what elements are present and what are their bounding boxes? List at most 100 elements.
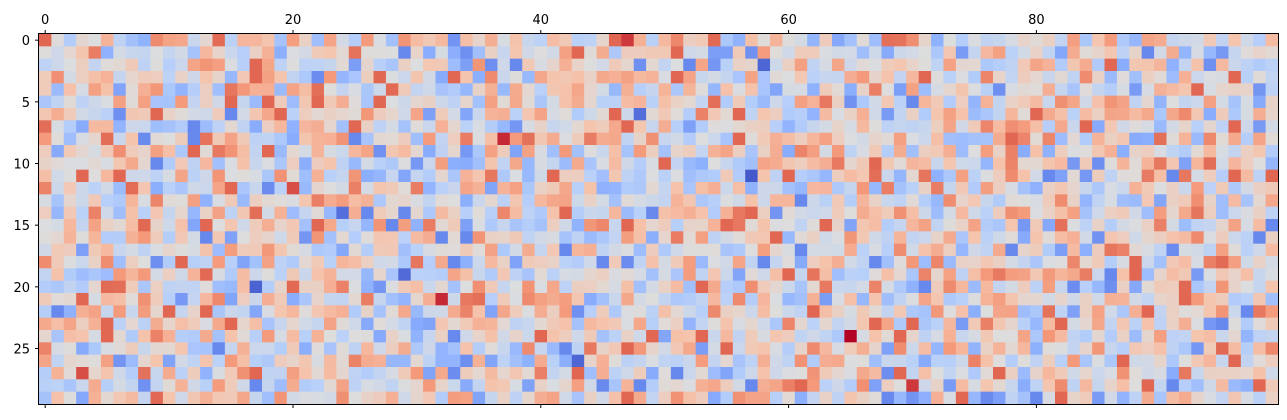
heatmap-cell <box>348 132 362 146</box>
heatmap-cell <box>770 243 783 257</box>
heatmap-cell <box>596 58 610 72</box>
heatmap-cell <box>361 157 375 171</box>
heatmap-cell <box>88 120 102 134</box>
heatmap-cell <box>224 46 238 60</box>
heatmap-cell <box>150 34 164 47</box>
heatmap-cell <box>955 132 969 146</box>
heatmap-cell <box>460 182 474 195</box>
heatmap-cell <box>1265 194 1279 208</box>
heatmap-cell <box>1191 34 1205 47</box>
heatmap-cell <box>1054 83 1068 97</box>
heatmap-cell <box>237 34 251 47</box>
heatmap-cell <box>1104 83 1118 97</box>
x-tick-label: 80 <box>1028 13 1045 28</box>
heatmap-cell <box>646 219 660 232</box>
heatmap-cell <box>88 46 102 60</box>
heatmap-cell <box>571 71 585 84</box>
heatmap-cell <box>646 120 660 134</box>
heatmap-cell <box>286 157 300 171</box>
heatmap-cell <box>88 243 102 257</box>
heatmap-cell <box>212 194 226 208</box>
heatmap-cell <box>683 194 697 208</box>
heatmap-cell <box>559 379 573 393</box>
heatmap-cell <box>856 293 870 306</box>
heatmap-cell <box>608 256 622 269</box>
heatmap-cell <box>485 354 499 368</box>
heatmap-cell <box>695 342 709 356</box>
heatmap-cell <box>509 268 523 282</box>
heatmap-cell <box>955 58 969 72</box>
heatmap-cell <box>844 293 858 306</box>
heatmap-cell <box>249 206 263 220</box>
heatmap-cell <box>1178 132 1192 146</box>
heatmap-cell <box>819 354 833 368</box>
heatmap-cell <box>1178 305 1192 319</box>
heatmap-cell <box>138 182 152 195</box>
y-tick-label: 10 <box>13 158 30 173</box>
heatmap-cell <box>1203 157 1217 171</box>
heatmap-cell <box>893 367 907 380</box>
heatmap-cell <box>249 34 263 47</box>
heatmap-cell <box>819 206 833 220</box>
heatmap-cell <box>807 317 821 331</box>
heatmap-cell <box>819 132 833 146</box>
heatmap-cell <box>237 317 251 331</box>
heatmap-cell <box>39 120 52 134</box>
heatmap-cell <box>262 58 276 72</box>
heatmap-cell <box>881 108 895 121</box>
heatmap-cell <box>385 256 399 269</box>
heatmap-cell <box>794 219 808 232</box>
heatmap-cell <box>522 317 536 331</box>
heatmap-cell <box>1054 330 1068 343</box>
heatmap-cell <box>794 34 808 47</box>
heatmap-cell <box>1116 95 1130 109</box>
heatmap-cell <box>856 391 870 405</box>
heatmap-cell <box>584 145 598 158</box>
heatmap-cell <box>435 182 449 195</box>
heatmap-cell <box>819 219 833 232</box>
heatmap-cell <box>819 182 833 195</box>
heatmap-cell <box>63 95 77 109</box>
heatmap-cell <box>1228 342 1242 356</box>
heatmap-cell <box>831 317 845 331</box>
heatmap-cell <box>39 317 52 331</box>
heatmap-cell <box>931 391 945 405</box>
heatmap-cell <box>460 145 474 158</box>
heatmap-cell <box>485 34 499 47</box>
heatmap-cell <box>670 268 684 282</box>
heatmap-cell <box>76 145 90 158</box>
heatmap-cell <box>918 194 932 208</box>
heatmap-cell <box>695 71 709 84</box>
heatmap-cell <box>720 145 734 158</box>
heatmap-cell <box>1191 280 1205 294</box>
heatmap-cell <box>584 367 598 380</box>
heatmap-cell <box>472 231 486 245</box>
heatmap-cell <box>361 391 375 405</box>
heatmap-cell <box>1129 219 1143 232</box>
heatmap-cell <box>770 256 783 269</box>
heatmap-cell <box>299 342 313 356</box>
heatmap-cell <box>200 46 214 60</box>
heatmap-cell <box>1240 354 1254 368</box>
heatmap-cell <box>76 120 90 134</box>
heatmap-cell <box>460 157 474 171</box>
heatmap-cell <box>1178 206 1192 220</box>
heatmap-cell <box>931 194 945 208</box>
heatmap-cell <box>63 354 77 368</box>
heatmap-cell <box>249 132 263 146</box>
heatmap-cell <box>138 132 152 146</box>
heatmap-cell <box>794 182 808 195</box>
heatmap-cell <box>162 391 176 405</box>
heatmap-cell <box>113 34 127 47</box>
heatmap-cell <box>980 83 994 97</box>
heatmap-cell <box>423 391 437 405</box>
heatmap-cell <box>770 58 783 72</box>
heatmap-cell <box>323 34 337 47</box>
heatmap-cell <box>794 194 808 208</box>
heatmap-cell <box>497 243 511 257</box>
heatmap-cell <box>931 231 945 245</box>
heatmap-cell <box>51 354 65 368</box>
heatmap-cell <box>1017 231 1031 245</box>
heatmap-cell <box>770 231 783 245</box>
heatmap-cell <box>348 58 362 72</box>
